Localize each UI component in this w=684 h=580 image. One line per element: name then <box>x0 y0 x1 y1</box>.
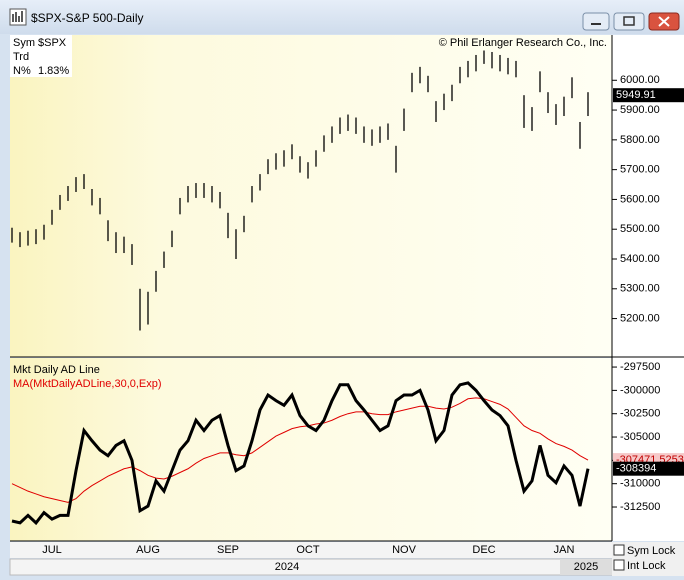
year-label: 2024 <box>275 561 299 573</box>
y-tick-label: 5600.00 <box>620 193 660 205</box>
value-box <box>613 88 684 103</box>
checkbox[interactable] <box>613 544 625 556</box>
maximize-button[interactable] <box>613 12 645 31</box>
x-tick-label: JAN <box>554 544 575 556</box>
y-tick-label: -312500 <box>620 501 660 513</box>
copyright: © Phil Erlanger Research Co., Inc. <box>439 37 607 49</box>
app-icon-glyph <box>12 11 23 22</box>
info-value: $SPX <box>38 37 67 49</box>
legend-entry: MA(MktDailyADLine,30,0,Exp) <box>13 378 162 390</box>
info-label: Sym <box>13 37 35 49</box>
minimize-glyph <box>591 23 601 25</box>
y-tick-label: 5400.00 <box>620 253 660 265</box>
x-tick-label: OCT <box>296 544 320 556</box>
y-tick-label: -310000 <box>620 478 660 490</box>
series-line <box>11 381 590 526</box>
x-tick-label: DEC <box>472 544 495 556</box>
checkbox[interactable] <box>613 559 625 571</box>
y-tick-label: -305000 <box>620 431 660 443</box>
info-value: 1.83% <box>38 65 69 77</box>
close-glyph <box>658 16 670 27</box>
year-row <box>9 558 613 576</box>
x-tick-label: JUL <box>42 544 62 556</box>
y-tick-label: -297500 <box>620 361 660 373</box>
value-box-label: -308394 <box>616 463 656 475</box>
info-label: Trd <box>13 51 29 63</box>
month-row <box>10 542 612 558</box>
y-tick-label: -300000 <box>620 384 660 396</box>
series-line <box>11 397 589 503</box>
info-box <box>10 35 72 77</box>
minimize-button[interactable] <box>582 12 610 31</box>
year-cell <box>560 559 612 575</box>
sym-lock-label: Sym Lock <box>627 545 676 557</box>
year-label: 2025 <box>574 561 598 573</box>
y-tick-label: 5900.00 <box>620 104 660 116</box>
title-bar <box>0 0 684 34</box>
int-lock-label: Int Lock <box>627 560 666 572</box>
x-tick-label: SEP <box>217 544 239 556</box>
y-tick-label: -302500 <box>620 408 660 420</box>
y-tick-label: 5300.00 <box>620 283 660 295</box>
price-panel <box>10 35 612 357</box>
value-box-label: 5949.91 <box>616 89 656 101</box>
x-tick-label: NOV <box>392 544 417 556</box>
ad-panel <box>10 358 612 541</box>
y-tick-label: 5800.00 <box>620 134 660 146</box>
value-box <box>613 461 684 476</box>
y-tick-label: 6000.00 <box>620 74 660 86</box>
x-tick-label: AUG <box>136 544 160 556</box>
y-tick-label: 5700.00 <box>620 164 660 176</box>
y-tick-label: 5500.00 <box>620 223 660 235</box>
info-label: N% <box>13 65 31 77</box>
window-title: $SPX-S&P 500-Daily <box>31 11 144 25</box>
y-tick-label: 5200.00 <box>620 312 660 324</box>
legend-entry: Mkt Daily AD Line <box>13 364 100 376</box>
maximize-glyph <box>623 16 635 26</box>
